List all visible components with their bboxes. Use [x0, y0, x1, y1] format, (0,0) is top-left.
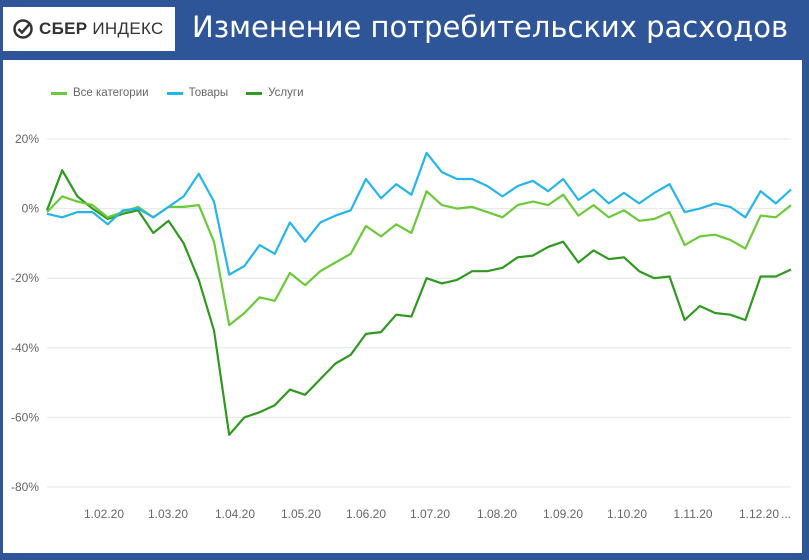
series-line-all — [46, 190, 792, 327]
x-tick-label: 1.09.20 — [543, 507, 583, 521]
x-tick-label: 1.06.20 — [346, 507, 386, 521]
x-tick-label: 1.11.20 — [673, 507, 712, 521]
brand-name-light: ИНДЕКС — [92, 19, 164, 38]
legend-swatch-goods — [166, 91, 183, 95]
y-tick-label: -40% — [11, 341, 39, 355]
legend-item-goods[interactable]: Товары — [166, 87, 229, 99]
x-tick-label: 1.03.20 — [148, 507, 188, 521]
x-tick-label: 1.08.20 — [477, 507, 517, 521]
legend-swatch-all — [51, 91, 67, 95]
brand-name: СБЕР ИНДЕКС — [39, 19, 164, 39]
legend-swatch-services — [246, 91, 263, 95]
y-tick-label: 0% — [22, 202, 40, 216]
brand-name-bold: СБЕР — [39, 19, 88, 38]
chart-panel: 20% 0% -20% -40% -60% -80% 1.02.20 1.03.20 1.04.… — [3, 60, 802, 553]
x-tick-label: 1.04.20 — [215, 507, 255, 521]
chart-legend: Все категории Товары Услуги — [51, 87, 304, 99]
sber-index-logo: СБЕР ИНДЕКС — [3, 7, 175, 51]
series-line-goods — [46, 151, 792, 276]
line-chart: 20% 0% -20% -40% -60% -80% 1.02.20 1.03.20 1.04.… — [11, 132, 792, 521]
legend-label-goods: Товары — [188, 87, 229, 99]
page-title: Изменение потребительских расходов — [192, 10, 789, 44]
y-tick-label: -80% — [11, 480, 39, 494]
x-tick-label: 1.07.20 — [410, 507, 450, 521]
series-line-services — [45, 169, 792, 436]
x-tick-label: 1.05.20 — [281, 507, 321, 521]
x-tick-label: 1.02.20 — [84, 507, 124, 521]
checkmark-circle-icon — [12, 18, 34, 45]
y-tick-label: -20% — [11, 271, 39, 285]
legend-label-all: Все категории — [73, 87, 149, 99]
legend-item-services[interactable]: Услуги — [246, 87, 304, 99]
y-tick-label: -60% — [11, 410, 39, 424]
x-tick-label: ... — [781, 507, 791, 521]
legend-label-services: Услуги — [268, 87, 304, 99]
x-tick-label: 1.12.20 — [739, 507, 779, 521]
legend-item-all[interactable]: Все категории — [51, 87, 149, 99]
x-tick-label: 1.10.20 — [607, 507, 647, 521]
y-tick-label: 20% — [15, 132, 39, 146]
